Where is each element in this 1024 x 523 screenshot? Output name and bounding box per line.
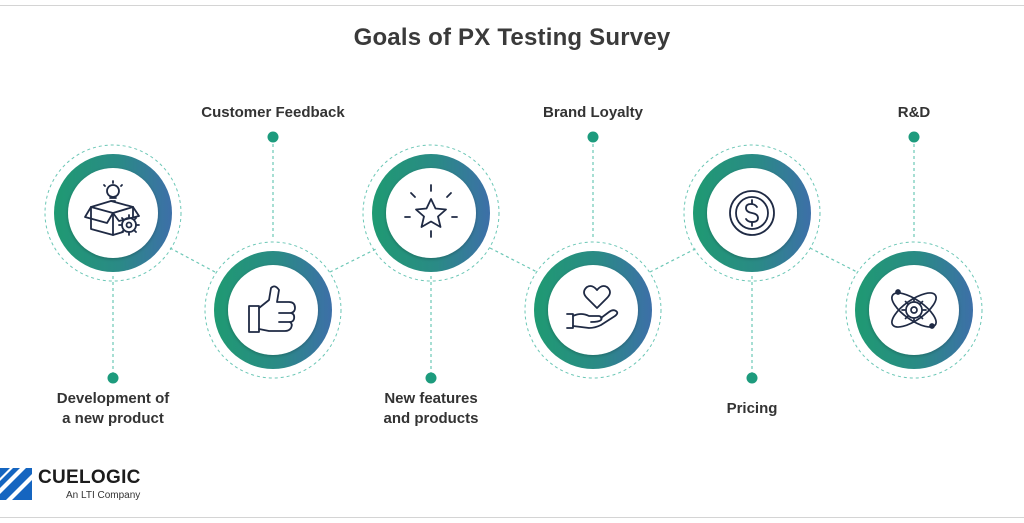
top-divider <box>0 5 1024 6</box>
connector-5-6 <box>809 247 858 273</box>
dot-1 <box>107 372 119 384</box>
goal-label-r-and-d-line-1: R&D <box>897 104 931 121</box>
goal-circle-development <box>44 144 182 282</box>
brand-tagline: An LTI Company <box>66 490 141 501</box>
thumbs-up-icon <box>248 285 296 333</box>
cuelogic-logo-mark-icon <box>0 468 32 500</box>
atom-gear-icon <box>891 289 937 329</box>
goal-circle-brand-loyalty <box>524 241 662 379</box>
label-dots <box>107 131 920 384</box>
goal-label-new-features-line-1: New features <box>384 390 478 407</box>
goal-label-new-features-line-2: and products <box>383 410 479 427</box>
heart-in-hand-icon <box>566 285 619 329</box>
goal-label-customer-feedback: Customer Feedback <box>183 103 363 123</box>
dot-3 <box>425 372 437 384</box>
goal-label-r-and-d: R&D <box>824 103 1004 123</box>
dollar-coin-icon <box>729 190 775 236</box>
connector-3-4 <box>489 247 538 273</box>
goal-circle-new-features <box>362 144 500 282</box>
goal-label-pricing: Pricing <box>662 399 842 419</box>
goal-label-pricing-line-1: Pricing <box>726 400 778 417</box>
connector-1-2 <box>169 247 216 273</box>
goal-label-development-line-2: a new product <box>62 410 164 427</box>
goal-label-customer-feedback-line-1: Customer Feedback <box>201 104 345 121</box>
goal-circle-customer-feedback <box>204 241 342 379</box>
sparkling-star-icon <box>404 184 458 238</box>
box-lightbulb-gear-icon <box>84 180 140 236</box>
goal-label-development-line-1: Development of <box>56 390 170 407</box>
connectors <box>112 138 915 376</box>
dot-5 <box>746 372 758 384</box>
bottom-divider <box>0 517 1024 518</box>
brand-name: CUELOGIC <box>38 467 141 488</box>
page-title: Goals of PX Testing Survey <box>353 24 671 51</box>
goal-circle-r-and-d <box>845 241 983 379</box>
connector-2-3 <box>329 247 379 273</box>
goal-label-new-features: New features and products <box>341 389 521 429</box>
dot-4 <box>587 131 599 143</box>
dot-6 <box>908 131 920 143</box>
goal-circle-pricing <box>683 144 821 282</box>
goal-label-brand-loyalty: Brand Loyalty <box>503 103 683 123</box>
goal-label-development: Development of a new product <box>23 389 203 429</box>
connector-4-5 <box>649 247 698 273</box>
dot-2 <box>267 131 279 143</box>
brand-logo: CUELOGIC An LTI Company <box>0 466 160 506</box>
goal-label-brand-loyalty-line-1: Brand Loyalty <box>542 104 644 121</box>
